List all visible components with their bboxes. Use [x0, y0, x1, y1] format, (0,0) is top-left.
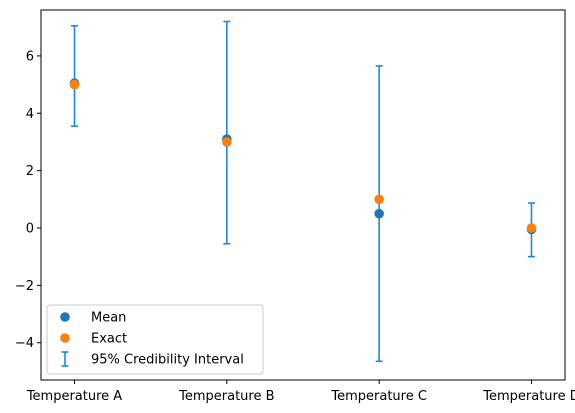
data-point [69, 79, 80, 90]
x-tick-label: Temperature C [330, 389, 427, 404]
error-bar [71, 24, 79, 127]
legend-marker [60, 333, 70, 343]
data-point [526, 223, 537, 233]
y-tick-label: −4 [15, 336, 34, 351]
y-tick-label: 4 [26, 107, 34, 122]
error-bar [223, 20, 231, 245]
data-point [374, 194, 384, 205]
legend-label: Exact [91, 332, 127, 347]
legend-marker [60, 312, 70, 322]
x-tick-label: Temperature B [178, 389, 274, 404]
data-point [374, 208, 384, 219]
y-tick-label: 0 [26, 221, 34, 236]
legend-marker [61, 351, 69, 367]
y-tick-label: 6 [26, 49, 34, 64]
x-tick-label: Temperature D [482, 389, 575, 404]
axes-frame [40, 9, 566, 381]
legend: Mean Exact 95% Credibility Interval [46, 304, 264, 375]
y-tick-label: 2 [26, 164, 34, 179]
plot-layer [69, 20, 537, 363]
data-point [222, 137, 232, 147]
legend-box [46, 304, 264, 375]
x-tick-label: Temperature A [26, 389, 122, 404]
y-tick-label: −2 [15, 279, 34, 294]
legend-label: 95% Credibility Interval [91, 353, 244, 368]
axes: −4 −2 0 2 4 6 Temperature A Temperature B Temper… [15, 9, 575, 404]
legend-label: Mean [91, 311, 126, 326]
